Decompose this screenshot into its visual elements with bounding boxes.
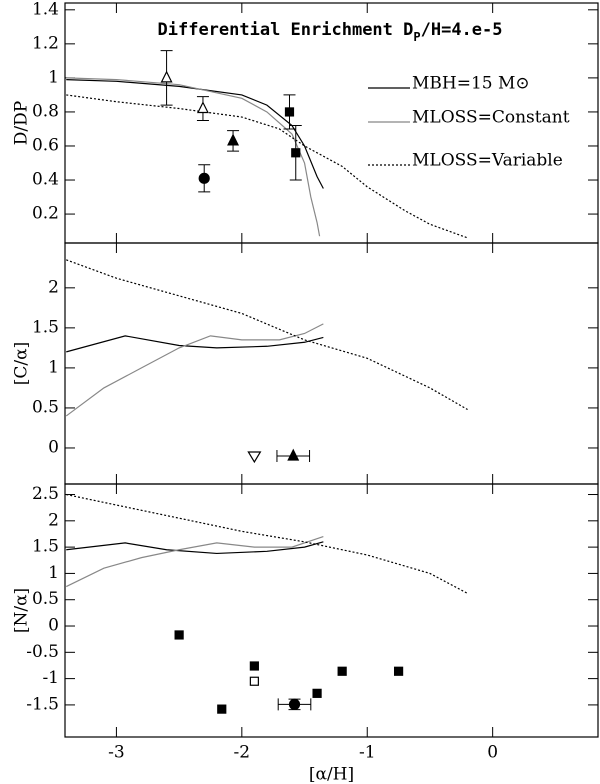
marker bbox=[288, 698, 301, 710]
y-tick-label: -1.5 bbox=[26, 694, 59, 714]
y-axis-label: [N/α] bbox=[12, 588, 32, 633]
y-tick-label: 2.5 bbox=[32, 484, 59, 504]
plot-frame bbox=[64, 242, 599, 485]
y-tick-label: 0.6 bbox=[32, 135, 59, 155]
x-tick-label: -3 bbox=[108, 743, 125, 763]
y-tick-label: 1.5 bbox=[32, 537, 59, 557]
marker bbox=[196, 101, 209, 114]
marker bbox=[337, 666, 347, 676]
y-tick-label: 0.5 bbox=[32, 589, 59, 609]
y-tick-label: 1 bbox=[48, 357, 59, 377]
series-line bbox=[66, 493, 468, 594]
legend-label: MLOSS=Constant bbox=[412, 108, 570, 128]
series-line bbox=[66, 78, 324, 189]
y-tick-label: 0.2 bbox=[32, 204, 59, 224]
series-line bbox=[66, 335, 324, 353]
legend-label: MBH=15 M⊙ bbox=[412, 74, 530, 94]
chart-title: Differential Enrichment DP/H=4.e-5 bbox=[158, 20, 503, 44]
y-tick-label: 1 bbox=[48, 563, 59, 583]
marker bbox=[247, 451, 262, 464]
plot-frame bbox=[64, 483, 599, 738]
y-tick-label: 0 bbox=[48, 437, 59, 457]
y-tick-label: 0.5 bbox=[32, 397, 59, 417]
y-tick-label: 0.8 bbox=[32, 101, 59, 121]
marker bbox=[227, 133, 240, 146]
series-line bbox=[65, 323, 324, 417]
marker bbox=[217, 704, 227, 714]
y-tick-label: -0.5 bbox=[26, 642, 59, 662]
marker bbox=[284, 107, 295, 117]
y-tick-label: 2 bbox=[48, 510, 59, 530]
series-line bbox=[65, 536, 324, 588]
y-tick-label: 1.4 bbox=[32, 0, 59, 19]
x-tick-label: 0 bbox=[487, 743, 498, 763]
marker bbox=[198, 172, 210, 184]
y-tick-label: -1 bbox=[42, 668, 59, 688]
series-line bbox=[66, 94, 468, 239]
title-part: P bbox=[413, 30, 420, 44]
x-axis-label: [α/H] bbox=[309, 765, 354, 784]
y-axis-label: D/DP bbox=[12, 101, 32, 145]
x-tick-label: -2 bbox=[234, 743, 251, 763]
y-tick-label: 2 bbox=[48, 277, 59, 297]
y-tick-label: 0.4 bbox=[32, 170, 59, 190]
series-line bbox=[66, 259, 468, 411]
marker bbox=[312, 688, 322, 698]
title-part: /H=4.e-5 bbox=[421, 20, 503, 40]
y-axis-label: [C/α] bbox=[12, 342, 32, 385]
y-tick-label: 1.5 bbox=[32, 317, 59, 337]
marker bbox=[249, 661, 259, 671]
marker bbox=[393, 666, 404, 676]
marker bbox=[249, 676, 259, 686]
marker bbox=[287, 448, 300, 461]
y-tick-label: 0 bbox=[48, 616, 59, 636]
marker bbox=[291, 148, 301, 158]
series-line bbox=[66, 541, 324, 555]
marker bbox=[174, 630, 184, 640]
y-tick-label: 1 bbox=[48, 67, 59, 87]
title-part: Differential Enrichment D bbox=[158, 20, 414, 40]
marker bbox=[160, 70, 173, 83]
y-tick-label: 1.2 bbox=[32, 33, 59, 53]
series-line bbox=[66, 77, 321, 237]
legend-label: MLOSS=Variable bbox=[412, 151, 563, 171]
x-tick-label: -1 bbox=[359, 743, 376, 763]
